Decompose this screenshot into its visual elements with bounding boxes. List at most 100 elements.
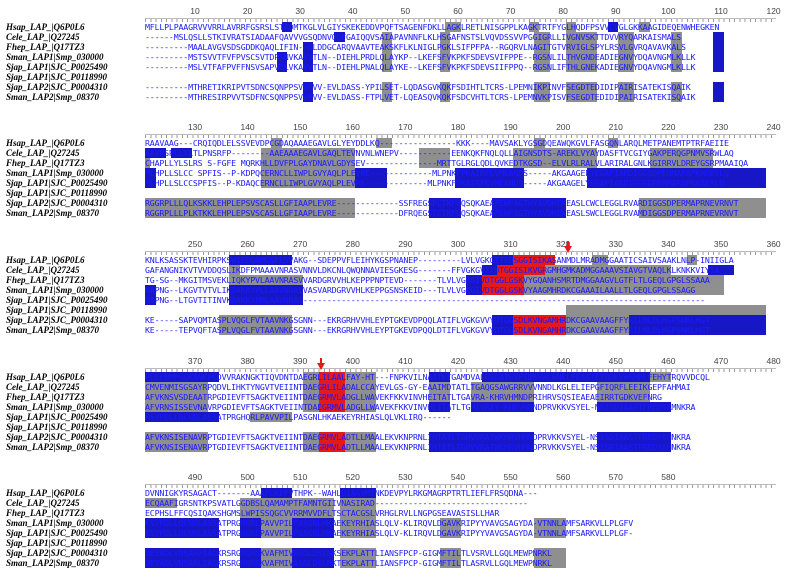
alignment-row: Fhep_LAP_|Q17TZ3 ---------MAALAVGVSDSGDDK… [0,42,800,52]
similar-residue-shading [276,52,288,62]
identical-residue-shading [145,198,219,208]
identical-residue-shading [523,285,587,295]
sequence-name: Sjap_LAP1|SJC_P0118990 [6,188,107,198]
alignment-row: Sman_LAP2|Smp_08370 RGGRPLLLPLKTKKLEHPLEP… [0,208,800,218]
identical-residue-shading [439,42,451,52]
identical-residue-shading [344,372,377,382]
alignment-row: Sjap_LAP2|SJC_P0004310 AFVKNSISENAVRPTGDI… [0,432,800,442]
similar-residue-shading [355,168,387,178]
identical-residue-shading [618,92,635,102]
alignment-block: 370 380 390 400 410 420 430 440 450 460 470 480 Hsap… [0,356,800,468]
alignment-row: Sman_LAP1|Smp_030000 NAPNG--LKGVTVTVLIKDA… [0,285,800,295]
identical-residue-shading [381,82,393,92]
alignment-row: Fhep_LAP_|Q17TZ3 CHAPLLYLSLRS S-FGFE MQRK… [0,158,800,168]
similar-residue-shading [239,558,261,568]
alignment-row: Sjap_LAP1|SJC_P0118990 [0,538,800,548]
identical-residue-shading [534,528,566,538]
ruler-tick-label: 160 [345,122,360,132]
alignment-row: Sjap_LAP1|SJC_P0118990 [0,72,800,82]
ruler-tick-label: 120 [766,6,781,16]
ruler-tick-label: 400 [345,356,360,366]
identical-residue-shading [218,198,356,208]
identical-residue-shading [381,52,393,62]
similar-residue-shading [429,208,461,218]
sequence-name: Hsap_LAP_|Q6P0L6 [6,138,85,148]
residue-sequence: NAPNG--LKGVTVTVLIKDAKKYPLLAAVNRASVASVARD… [145,285,696,295]
sequence-name: Hsap_LAP_|Q6P0L6 [6,372,85,382]
catalytic-site-arrow-icon [564,246,573,253]
similar-residue-shading [471,402,535,412]
catalytic-residue-shading [318,402,345,412]
similar-residue-shading [607,22,619,32]
identical-residue-shading [344,402,377,412]
similar-residue-shading [492,255,514,265]
alignment-row: Sjap_LAP1|SJC_P0118990 [0,188,800,198]
identical-residue-shading [145,498,177,508]
ruler-tick-label: 100 [661,6,676,16]
residue-sequence: RGGRPLLLQLKSKKLEHPLEPSVSCASLLGFIAAPLEVRE… [145,198,739,208]
ruler-tick-label: 560 [556,472,571,482]
identical-residue-shading [418,158,451,168]
similar-residue-shading [302,52,314,62]
identical-residue-shading [586,275,724,285]
sequence-name: Sman_LAP2|Smp_08370 [6,208,99,218]
sequence-name: Sjap_LAP1|SJC_P0025490 [6,178,108,188]
residue-sequence: CHAPLLYLSLRS S-FGFE MQRKHLLDVFPLGAYDNAVL… [145,158,748,168]
similar-residue-shading [229,255,293,265]
alignment-row: Fhep_LAP_|Q17TZ3 AFVKNSVSDEAATRPGDIEVFTSA… [0,392,800,402]
similar-residue-shading [229,295,303,305]
alignment-row: Sjap_LAP2|SJC_P0004310 ---------MTHRETIKR… [0,82,800,92]
position-ruler: 250 260 270 280 290 300 310 320 330 340 350 360 [0,239,800,251]
ruler-tick-label: 110 [714,6,728,16]
identical-residue-shading [565,62,598,72]
similar-residue-shading [292,528,335,538]
alignment-row: Sman_LAP1|Smp_030000 ---------MSTSVVTFVFP… [0,52,800,62]
identical-residue-shading [597,392,650,402]
identical-residue-shading [381,42,393,52]
similar-residue-shading [145,558,219,568]
ruler-tick-label: 510 [293,472,308,482]
sequence-name: Sman_LAP2|Smp_08370 [6,558,99,568]
sequence-name: Sman_LAP1|Smp_030000 [6,402,104,412]
similar-residue-shading [276,62,288,72]
identical-residue-shading [649,158,714,168]
identical-residue-shading [565,82,598,92]
sequence-name: Hsap_LAP_|Q6P0L6 [6,488,85,498]
similar-residue-shading [713,32,724,42]
ruler-tick-label: 290 [398,239,413,249]
ruler-tick-label: 80 [558,6,568,16]
identical-residue-shading [618,32,635,42]
identical-residue-shading [439,558,461,568]
alignment-row: Fhep_LAP_|Q17TZ3 ECPHSLFFCQSIQAKSHGMSLWPI… [0,508,800,518]
ruler-scale-line [145,368,776,372]
identical-residue-shading [586,285,724,295]
identical-residue-shading [534,42,550,52]
identical-residue-shading [302,402,319,412]
sequence-name: Sjap_LAP1|SJC_P0118990 [6,72,107,82]
sequence-name: Fhep_LAP_|Q17TZ3 [6,42,85,52]
identical-residue-shading [565,42,598,52]
ruler-tick-label: 330 [608,239,623,249]
identical-residue-shading [339,558,377,568]
identical-residue-shading [671,92,682,102]
alignment-block: 10 20 30 40 50 60 70 80 90 100 110 120 Hsap_LAP_|Q6P… [0,6,800,118]
identical-residue-shading [229,265,240,275]
ruler-tick-label: 480 [766,356,781,366]
similar-residue-shading [239,548,261,558]
identical-residue-shading [145,382,209,392]
ruler-scale-line [145,484,776,488]
identical-residue-shading [671,62,682,72]
identical-residue-shading [418,148,451,158]
similar-residue-shading [713,92,724,102]
residue-sequence: ---------MAALAVGVSDSGDDKQAQLIFIN--DLDDGC… [145,42,686,52]
identical-residue-shading [565,265,671,275]
identical-residue-shading [534,82,550,92]
sequence-name: Sjap_LAP1|SJC_P0118990 [6,305,107,315]
residue-sequence: KSYPDLLQCNNLASSATPRGHQRLPAVVPILPASGNLHKA… [145,518,634,528]
ruler-tick-label: 490 [187,472,203,482]
identical-residue-shading [471,392,535,402]
alignment-row: Sjap_LAP2|SJC_P0004310 RGGRPLLLQLKSKKLEHP… [0,198,800,208]
ruler-tick-label: 270 [293,239,308,249]
sequence-name: Sman_LAP1|Smp_030000 [6,285,104,295]
similar-residue-shading [145,412,219,422]
